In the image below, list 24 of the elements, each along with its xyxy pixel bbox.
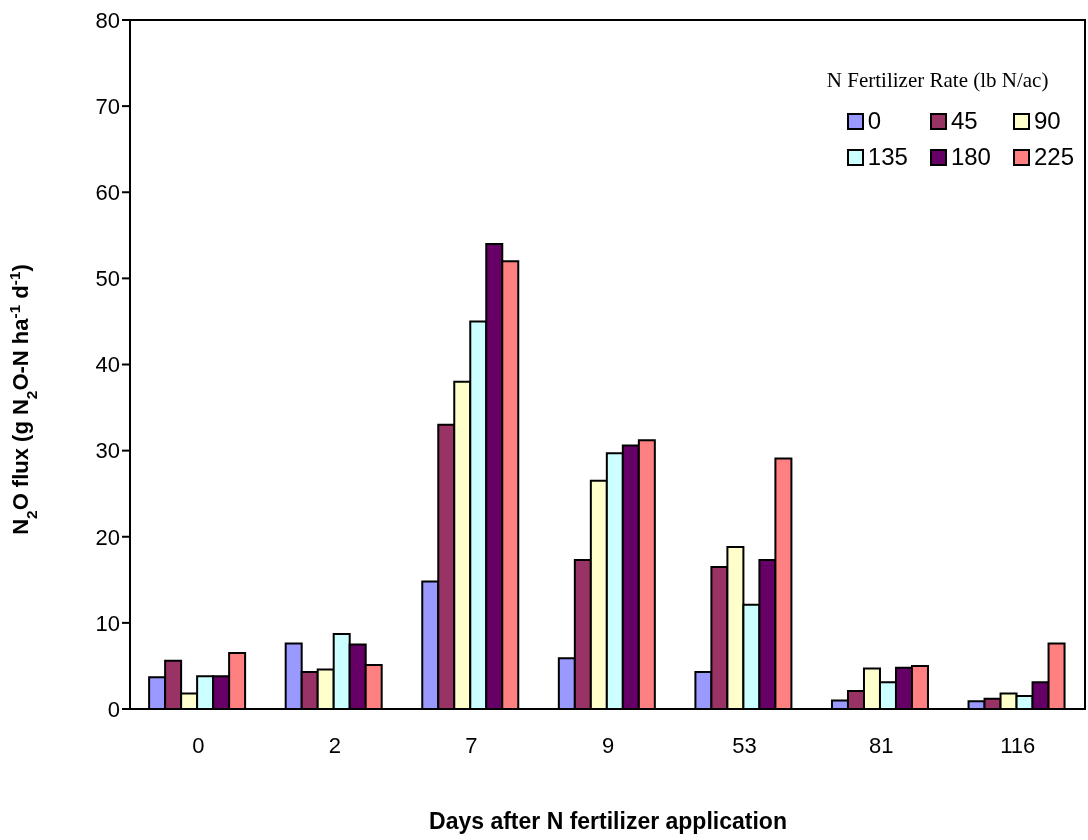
- y-tick-label: 10: [95, 610, 120, 636]
- y-tick-label: 80: [95, 7, 120, 33]
- y-tick-label: 60: [95, 180, 120, 206]
- x-tick-label: 53: [732, 732, 757, 758]
- legend-label: 0: [867, 107, 882, 135]
- x-tick-label: 116: [1000, 732, 1036, 758]
- y-tick-label: 70: [95, 93, 120, 119]
- legend-label: 45: [950, 107, 978, 135]
- y-tick-label: 0: [107, 696, 120, 722]
- legend-label: 225: [1033, 143, 1074, 171]
- x-tick-label: 2: [328, 732, 341, 758]
- legend-title: N Fertilizer Rate (lb N/ac): [826, 68, 1050, 93]
- y-tick-label: 40: [95, 352, 120, 378]
- x-tick-label: 9: [601, 732, 615, 758]
- y-tick-label: 30: [95, 438, 120, 464]
- y-tick-label: 50: [95, 266, 120, 292]
- x-tick-label: 0: [192, 732, 205, 758]
- x-axis-title: Days after N fertilizer application: [429, 808, 787, 834]
- legend-label: 135: [867, 143, 908, 171]
- y-tick-label: 20: [95, 524, 120, 550]
- legend-label: 180: [950, 143, 991, 171]
- x-tick-label: 7: [465, 732, 478, 758]
- legend-label: 90: [1033, 107, 1061, 135]
- x-tick-label: 81: [868, 732, 894, 758]
